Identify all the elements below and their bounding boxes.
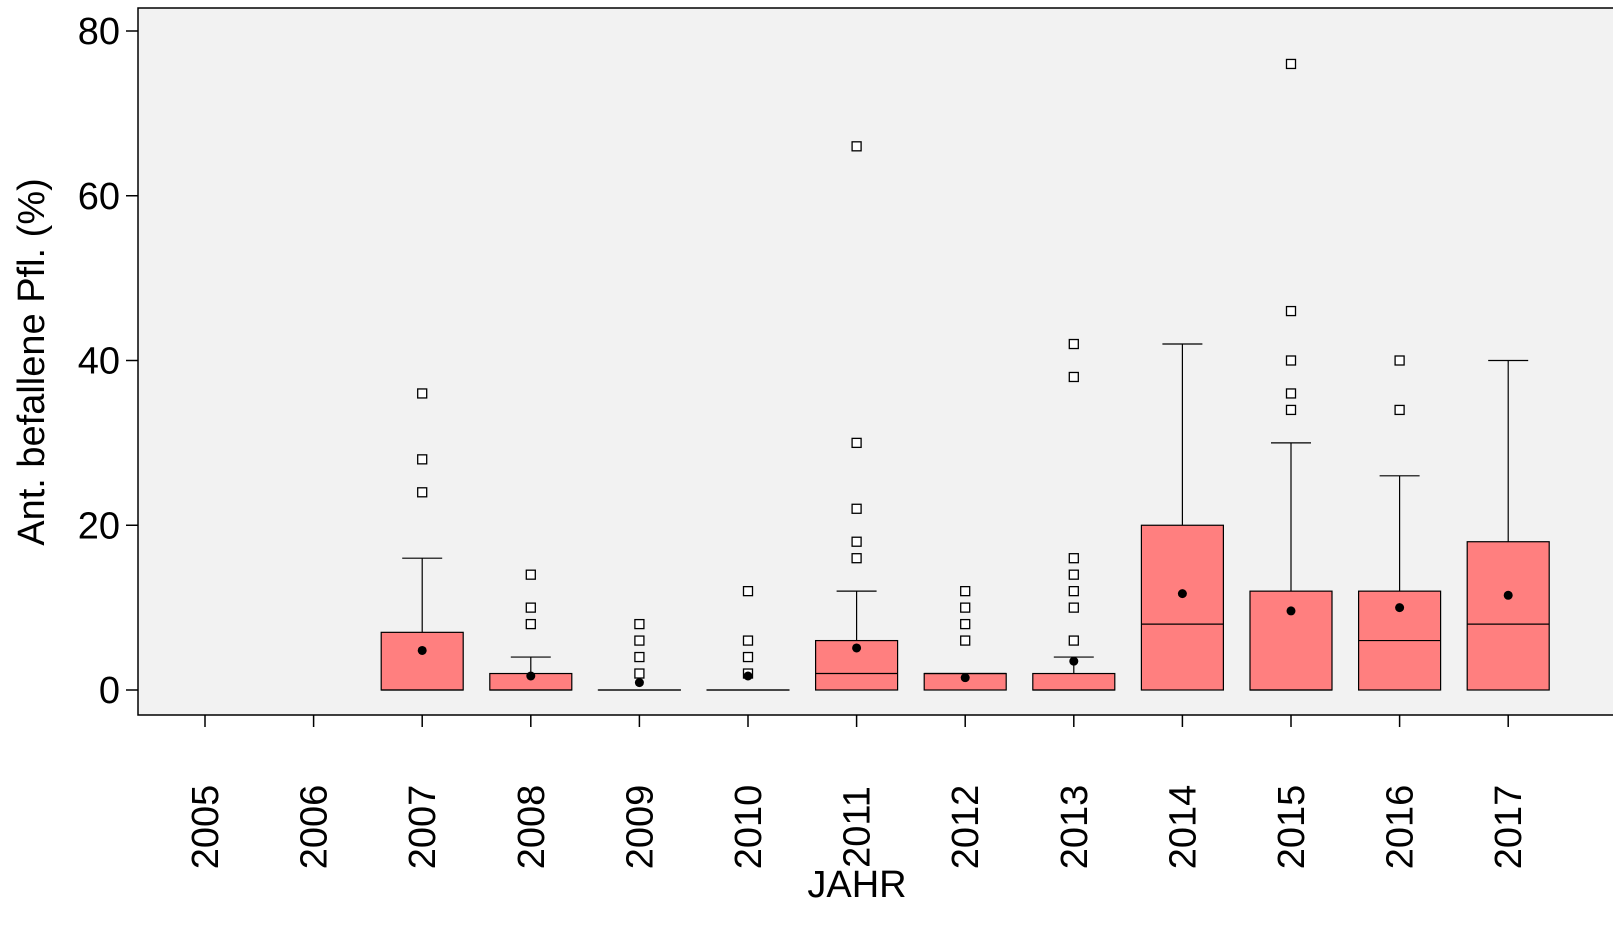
outlier-point bbox=[851, 141, 862, 152]
box-body bbox=[1032, 672, 1116, 691]
x-tick-label: 2010 bbox=[728, 785, 770, 870]
outlier-point bbox=[960, 618, 971, 630]
box-body bbox=[1466, 541, 1550, 691]
box-body bbox=[380, 631, 464, 691]
x-tick-label: 2005 bbox=[185, 785, 227, 870]
box-2011 bbox=[814, 141, 899, 691]
mean-point bbox=[1177, 589, 1187, 599]
outlier-point bbox=[417, 388, 428, 399]
outlier-point bbox=[1285, 58, 1297, 70]
mean-point bbox=[1395, 603, 1405, 613]
outlier-point bbox=[960, 602, 971, 613]
y-axis-title: Ant. befallene Pfl. (%) bbox=[11, 178, 53, 546]
outlier-point bbox=[1068, 371, 1079, 383]
box-2013 bbox=[1032, 338, 1116, 691]
outlier-point bbox=[742, 651, 754, 663]
box-2017 bbox=[1466, 359, 1550, 691]
box-2008 bbox=[489, 569, 573, 691]
mean-point bbox=[1069, 656, 1079, 666]
outlier-point bbox=[1285, 388, 1297, 399]
outlier-point bbox=[634, 668, 645, 679]
outlier-point bbox=[1285, 305, 1297, 317]
outlier-point bbox=[960, 635, 971, 646]
mean-point bbox=[1503, 590, 1513, 600]
outlier-point bbox=[1285, 355, 1297, 366]
outlier-point bbox=[634, 618, 645, 630]
box-2010 bbox=[706, 586, 790, 691]
outlier-point bbox=[417, 454, 428, 465]
outlier-point bbox=[1068, 586, 1079, 597]
outlier-point bbox=[1285, 404, 1297, 416]
outlier-point bbox=[1068, 602, 1079, 613]
x-tick-label: 2016 bbox=[1380, 785, 1422, 870]
box-2016 bbox=[1357, 355, 1442, 691]
y-tick-label: 0 bbox=[99, 670, 120, 712]
x-tick-label: 2012 bbox=[945, 785, 987, 870]
outlier-point bbox=[1394, 355, 1405, 366]
outlier-point bbox=[1068, 635, 1079, 646]
outlier-point bbox=[742, 586, 754, 597]
outlier-point bbox=[851, 437, 862, 449]
mean-point bbox=[526, 671, 536, 681]
mean-point bbox=[960, 673, 970, 683]
chart-marks bbox=[380, 58, 1550, 691]
box-2014 bbox=[1140, 343, 1225, 691]
mean-point bbox=[852, 643, 862, 653]
y-tick-label: 60 bbox=[78, 176, 120, 218]
outlier-point bbox=[525, 602, 536, 613]
outlier-point bbox=[851, 503, 862, 514]
x-tick-label: 2014 bbox=[1162, 785, 1204, 870]
box-2012 bbox=[923, 586, 1007, 691]
outlier-point bbox=[634, 651, 645, 663]
box-body bbox=[1140, 524, 1225, 691]
outlier-point bbox=[1068, 553, 1079, 564]
outlier-point bbox=[417, 487, 428, 498]
box-2009 bbox=[597, 618, 682, 691]
x-tick-label: 2011 bbox=[837, 786, 879, 868]
outlier-point bbox=[525, 569, 536, 580]
box-body bbox=[1249, 590, 1333, 691]
outlier-point bbox=[1068, 338, 1079, 350]
x-tick-label: 2007 bbox=[402, 785, 444, 870]
y-tick-label: 40 bbox=[78, 341, 120, 383]
outlier-point bbox=[1394, 404, 1405, 416]
mean-point bbox=[1286, 606, 1296, 616]
outlier-point bbox=[742, 635, 754, 646]
outlier-point bbox=[851, 553, 862, 564]
box-2015 bbox=[1249, 58, 1333, 691]
outlier-point bbox=[851, 536, 862, 547]
outlier-point bbox=[634, 635, 645, 646]
x-tick-label: 2013 bbox=[1054, 785, 1096, 870]
box-2007 bbox=[380, 388, 464, 691]
mean-point bbox=[743, 671, 753, 681]
mean-point bbox=[634, 678, 644, 688]
mean-point bbox=[417, 645, 427, 655]
outlier-point bbox=[1068, 569, 1079, 580]
y-tick-label: 20 bbox=[78, 505, 120, 547]
y-tick-label: 80 bbox=[78, 11, 120, 53]
axes: 0 20 40 60 80 2005 2006 2007 2008 2009 2010 2011 201… bbox=[78, 11, 1530, 869]
x-tick-label: 2017 bbox=[1488, 785, 1530, 870]
x-tick-label: 2009 bbox=[619, 785, 661, 870]
outlier-point bbox=[960, 586, 971, 597]
x-tick-label: 2008 bbox=[511, 785, 553, 870]
x-tick-label: 2006 bbox=[294, 785, 336, 870]
x-tick-label: 2015 bbox=[1271, 785, 1313, 870]
x-axis-title: JAHR bbox=[807, 864, 906, 906]
outlier-point bbox=[525, 618, 536, 630]
